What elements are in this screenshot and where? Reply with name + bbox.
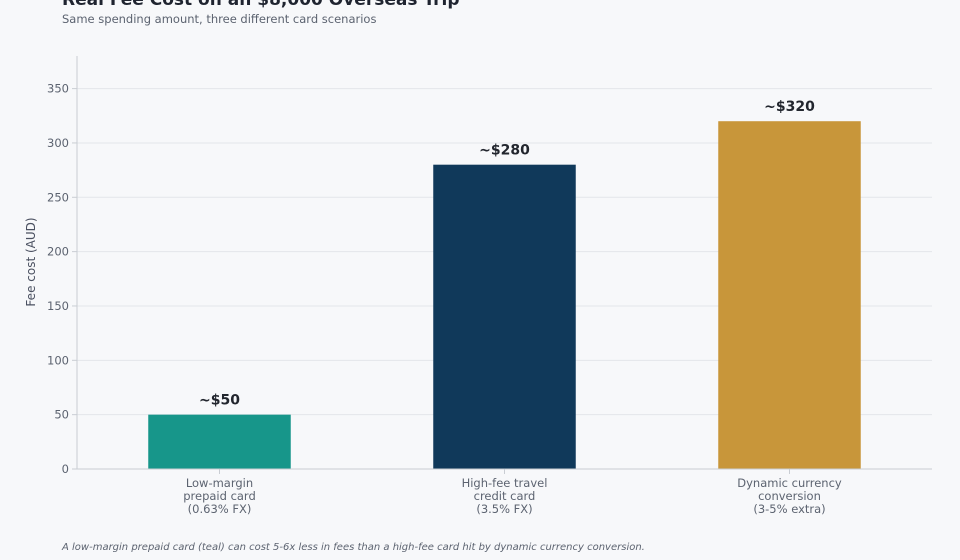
- y-axis-label: Fee cost (AUD): [24, 217, 38, 306]
- x-tick-label-0-line-1: prepaid card: [183, 489, 256, 503]
- chart-title: Real Fee Cost on an $8,000 Overseas Trip: [62, 0, 459, 10]
- y-tick-label: 0: [62, 462, 69, 476]
- y-tick-label: 150: [47, 299, 69, 313]
- x-tick-label-0-line-2: (0.63% FX): [188, 502, 252, 516]
- x-tick-label-2-line-1: conversion: [758, 489, 821, 503]
- bar-value-label-2: ~$320: [764, 99, 815, 115]
- bar-1: [433, 164, 576, 469]
- y-tick-label: 350: [47, 82, 69, 96]
- bar-2: [718, 121, 861, 470]
- x-tick-label-1-line-1: credit card: [474, 489, 536, 503]
- x-tick-label-1-line-2: (3.5% FX): [476, 502, 532, 516]
- y-tick-label: 300: [47, 136, 69, 150]
- bar-value-label-0: ~$50: [199, 393, 240, 409]
- x-tick-label-2-line-2: (3-5% extra): [753, 502, 825, 516]
- x-tick-label-0-line-0: Low-margin: [186, 476, 253, 490]
- bar-0: [148, 414, 291, 469]
- x-tick-label-1-line-0: High-fee travel: [462, 476, 548, 490]
- y-tick-label: 250: [47, 190, 69, 204]
- y-tick-label: 100: [47, 353, 69, 367]
- bars: [148, 121, 861, 470]
- bar-value-label-1: ~$280: [479, 143, 530, 159]
- chart-footnote: A low-margin prepaid card (teal) can cos…: [61, 542, 645, 553]
- data-labels: ~$50 ~$280 ~$320: [199, 99, 815, 408]
- chart-subtitle: Same spending amount, three different ca…: [62, 12, 376, 26]
- y-tick-label: 200: [47, 245, 69, 259]
- y-tick-label: 50: [54, 408, 69, 422]
- x-tick-label-2-line-0: Dynamic currency: [737, 476, 842, 490]
